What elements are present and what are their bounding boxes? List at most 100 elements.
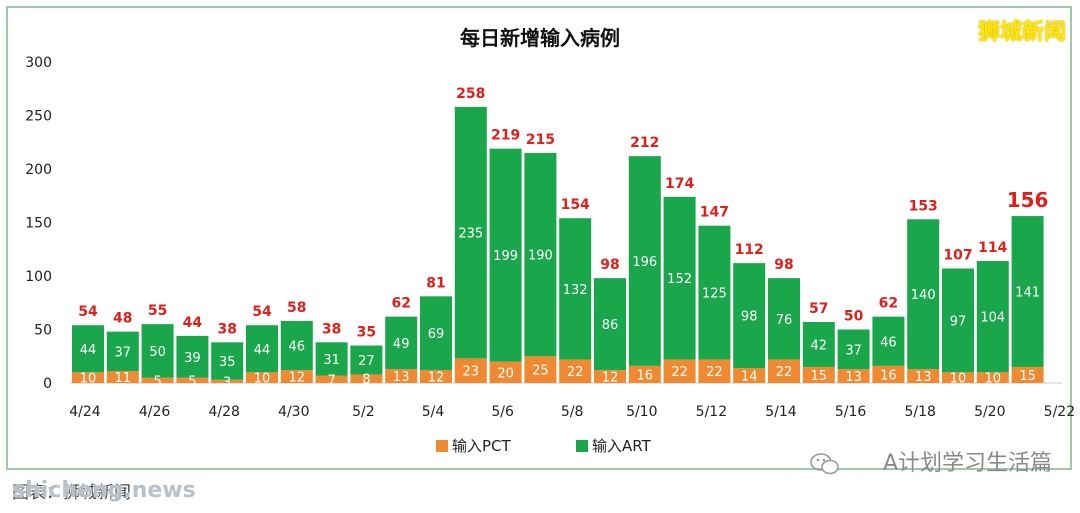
art-value-label: 42 (811, 338, 828, 353)
bar-art (594, 278, 626, 371)
legend-label-art: 输入ART (592, 437, 652, 455)
x-tick-label: 5/6 (491, 404, 514, 420)
pct-value-label: 16 (637, 368, 654, 383)
art-value-label: 97 (950, 314, 967, 329)
art-value-label: 235 (458, 227, 483, 242)
x-tick-label: 5/4 (422, 404, 445, 420)
account-watermark: A计划学习生活篇 (882, 451, 1052, 476)
x-tick-label: 5/8 (561, 404, 584, 420)
total-value-label: 50 (844, 309, 864, 325)
art-value-label: 39 (184, 351, 201, 366)
bar-pct (698, 359, 731, 383)
bar-pct (454, 358, 487, 383)
total-value-label: 48 (113, 311, 132, 327)
pct-value-label: 12 (602, 371, 619, 386)
art-value-label: 35 (219, 355, 236, 370)
x-tick-label: 5/10 (626, 404, 657, 420)
bar-art (106, 331, 139, 372)
art-value-label: 104 (980, 311, 1005, 326)
pct-value-label: 22 (567, 365, 584, 380)
art-value-label: 69 (428, 327, 445, 342)
bar-art (176, 335, 209, 378)
pct-value-label: 13 (393, 370, 410, 385)
bar-art (663, 196, 696, 360)
x-tick-label: 4/30 (278, 404, 309, 420)
art-value-label: 76 (776, 313, 793, 328)
bar-pct (106, 371, 139, 383)
wechat-icon (810, 453, 839, 475)
x-tick-label: 5/12 (696, 404, 727, 420)
pct-value-label: 3 (223, 375, 231, 390)
bar-art (907, 219, 940, 370)
bar-pct (176, 377, 209, 383)
total-value-label: 219 (491, 128, 520, 144)
chart-title: 每日新增输入病例 (460, 26, 620, 50)
bar-pct (628, 365, 661, 383)
pct-value-label: 16 (880, 368, 897, 383)
bar-art (211, 342, 244, 380)
total-value-label: 58 (287, 300, 306, 316)
total-value-label: 62 (879, 296, 898, 312)
bar-art (385, 316, 418, 370)
art-value-label: 86 (602, 318, 619, 333)
art-value-label: 98 (741, 310, 758, 325)
pct-value-label: 13 (915, 370, 932, 385)
pct-value-label: 10 (80, 372, 97, 387)
bar-art (559, 218, 592, 360)
y-tick-label: 300 (25, 55, 52, 71)
x-tick-label: 5/22 (1044, 404, 1075, 420)
y-tick-label: 50 (34, 323, 52, 339)
art-value-label: 132 (563, 283, 588, 298)
pct-value-label: 7 (327, 373, 335, 388)
art-value-label: 27 (358, 354, 375, 369)
bar-art (768, 278, 800, 360)
bar-pct (733, 368, 766, 383)
pct-value-label: 12 (428, 371, 445, 386)
x-tick-label: 5/20 (974, 404, 1005, 420)
bar-pct (211, 379, 244, 383)
bar-pct (280, 370, 313, 383)
pct-value-label: 14 (741, 370, 758, 385)
bar-art (280, 320, 313, 371)
bar-art (524, 152, 557, 357)
bar-art (976, 261, 1009, 373)
y-tick-label: 100 (25, 269, 52, 285)
site-watermark: shicheng.news (12, 478, 196, 503)
bar-art (837, 329, 870, 370)
total-value-label: 212 (630, 135, 659, 151)
y-tick-label: 0 (43, 376, 52, 392)
total-value-label: 54 (78, 304, 98, 320)
bar-pct (663, 359, 696, 383)
bar-art (733, 263, 766, 369)
bar-pct (315, 375, 348, 383)
pct-value-label: 10 (254, 372, 271, 387)
bar-art (454, 106, 487, 359)
bar-art (802, 322, 835, 367)
bar-art (246, 325, 278, 373)
pct-value-label: 11 (115, 371, 132, 386)
y-tick-label: 250 (25, 109, 52, 125)
bar-pct (72, 372, 104, 383)
x-tick-label: 5/14 (765, 404, 797, 420)
pct-value-label: 15 (811, 369, 828, 384)
bar-pct (1011, 366, 1044, 383)
legend-label-pct: 输入PCT (452, 437, 512, 455)
total-value-label: 55 (148, 303, 167, 319)
legend-swatch-pct (436, 440, 448, 452)
bar-pct (141, 377, 174, 383)
total-value-label: 38 (217, 321, 236, 337)
art-value-label: 140 (911, 288, 936, 303)
art-value-label: 49 (393, 337, 410, 352)
bar-pct (385, 369, 418, 383)
art-value-label: 37 (115, 345, 132, 360)
pct-value-label: 22 (671, 365, 688, 380)
art-value-label: 152 (667, 272, 692, 287)
art-value-label: 199 (493, 249, 518, 264)
pct-value-label: 13 (845, 370, 862, 385)
bar-pct (420, 370, 452, 383)
bar-pct (559, 359, 592, 383)
total-value-label: 153 (909, 198, 938, 214)
total-value-label: 174 (665, 176, 694, 192)
bar-art (350, 345, 383, 375)
